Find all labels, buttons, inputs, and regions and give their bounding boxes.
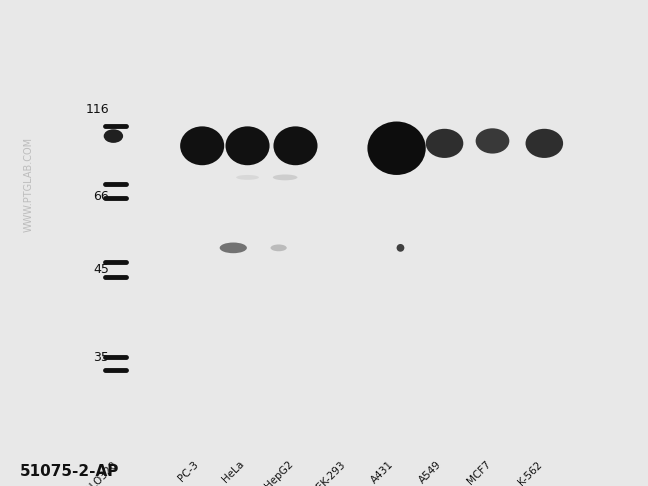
Ellipse shape [180,126,224,165]
Text: WWW.PTGLAB.COM: WWW.PTGLAB.COM [24,137,34,232]
Text: 45: 45 [93,263,109,276]
Text: A549: A549 [418,459,444,486]
Ellipse shape [426,129,463,158]
Ellipse shape [226,126,270,165]
Text: PC-3: PC-3 [177,459,201,483]
Ellipse shape [273,126,318,165]
Text: K-562: K-562 [516,459,544,486]
Text: A431: A431 [369,459,395,486]
Text: 66: 66 [93,191,109,203]
Ellipse shape [236,175,259,180]
Text: COLO320: COLO320 [78,459,120,486]
Ellipse shape [526,129,563,158]
Text: 51075-2-AP: 51075-2-AP [19,464,119,479]
Ellipse shape [220,243,247,253]
Text: HepG2: HepG2 [262,459,295,486]
Ellipse shape [104,129,123,143]
Text: MCF7: MCF7 [465,459,492,486]
Text: HEK-293: HEK-293 [309,459,347,486]
Ellipse shape [367,122,426,175]
Text: 35: 35 [93,351,109,364]
Ellipse shape [273,174,297,180]
Ellipse shape [270,244,286,251]
Text: 116: 116 [86,103,109,116]
Ellipse shape [397,244,404,252]
Ellipse shape [476,128,509,154]
Text: HeLa: HeLa [220,459,246,485]
